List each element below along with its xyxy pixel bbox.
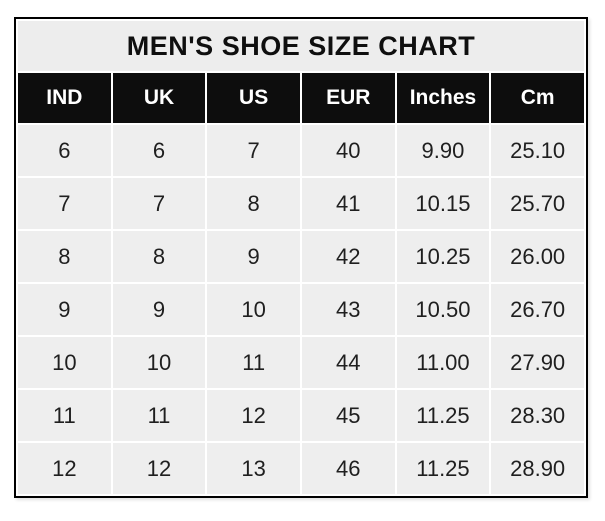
table-row: 7 7 8 41 10.15 25.70 bbox=[18, 178, 584, 229]
cell-uk: 8 bbox=[112, 231, 206, 282]
cell-uk: 10 bbox=[112, 337, 206, 388]
cell-inches: 10.15 bbox=[396, 178, 490, 229]
shoe-size-chart-table: MEN'S SHOE SIZE CHART IND UK US EUR Inch… bbox=[14, 17, 588, 498]
cell-uk: 7 bbox=[112, 178, 206, 229]
cell-eur: 45 bbox=[301, 390, 395, 441]
cell-ind: 8 bbox=[18, 231, 111, 282]
cell-us: 12 bbox=[207, 390, 300, 441]
table-row: 10 10 11 44 11.00 27.90 bbox=[18, 337, 584, 388]
col-header-uk: UK bbox=[112, 73, 206, 123]
table-row: 11 11 12 45 11.25 28.30 bbox=[18, 390, 584, 441]
cell-inches: 10.50 bbox=[396, 284, 490, 335]
cell-ind: 12 bbox=[18, 443, 111, 494]
cell-inches: 10.25 bbox=[396, 231, 490, 282]
table-row: 12 12 13 46 11.25 28.90 bbox=[18, 443, 584, 494]
cell-uk: 9 bbox=[112, 284, 206, 335]
cell-inches: 11.00 bbox=[396, 337, 490, 388]
cell-inches: 9.90 bbox=[396, 125, 490, 176]
cell-uk: 12 bbox=[112, 443, 206, 494]
cell-uk: 6 bbox=[112, 125, 206, 176]
cell-eur: 46 bbox=[301, 443, 395, 494]
cell-ind: 6 bbox=[18, 125, 111, 176]
cell-eur: 42 bbox=[301, 231, 395, 282]
cell-cm: 27.90 bbox=[491, 337, 584, 388]
col-header-cm: Cm bbox=[491, 73, 584, 123]
col-header-ind: IND bbox=[18, 73, 111, 123]
table-header-row: IND UK US EUR Inches Cm bbox=[18, 73, 584, 123]
col-header-eur: EUR bbox=[301, 73, 395, 123]
cell-us: 8 bbox=[207, 178, 300, 229]
table-row: 6 6 7 40 9.90 25.10 bbox=[18, 125, 584, 176]
page-title: MEN'S SHOE SIZE CHART bbox=[18, 21, 584, 71]
col-header-us: US bbox=[207, 73, 300, 123]
table-row: 8 8 9 42 10.25 26.00 bbox=[18, 231, 584, 282]
cell-us: 9 bbox=[207, 231, 300, 282]
cell-cm: 28.30 bbox=[491, 390, 584, 441]
cell-eur: 40 bbox=[301, 125, 395, 176]
cell-ind: 9 bbox=[18, 284, 111, 335]
cell-cm: 25.70 bbox=[491, 178, 584, 229]
cell-uk: 11 bbox=[112, 390, 206, 441]
cell-cm: 26.00 bbox=[491, 231, 584, 282]
cell-cm: 28.90 bbox=[491, 443, 584, 494]
cell-us: 13 bbox=[207, 443, 300, 494]
cell-inches: 11.25 bbox=[396, 390, 490, 441]
cell-us: 7 bbox=[207, 125, 300, 176]
cell-cm: 26.70 bbox=[491, 284, 584, 335]
cell-ind: 7 bbox=[18, 178, 111, 229]
cell-ind: 11 bbox=[18, 390, 111, 441]
col-header-inches: Inches bbox=[396, 73, 490, 123]
cell-us: 10 bbox=[207, 284, 300, 335]
table-row: 9 9 10 43 10.50 26.70 bbox=[18, 284, 584, 335]
cell-us: 11 bbox=[207, 337, 300, 388]
cell-cm: 25.10 bbox=[491, 125, 584, 176]
cell-eur: 44 bbox=[301, 337, 395, 388]
cell-eur: 43 bbox=[301, 284, 395, 335]
cell-inches: 11.25 bbox=[396, 443, 490, 494]
cell-eur: 41 bbox=[301, 178, 395, 229]
cell-ind: 10 bbox=[18, 337, 111, 388]
table-title-row: MEN'S SHOE SIZE CHART bbox=[18, 21, 584, 71]
